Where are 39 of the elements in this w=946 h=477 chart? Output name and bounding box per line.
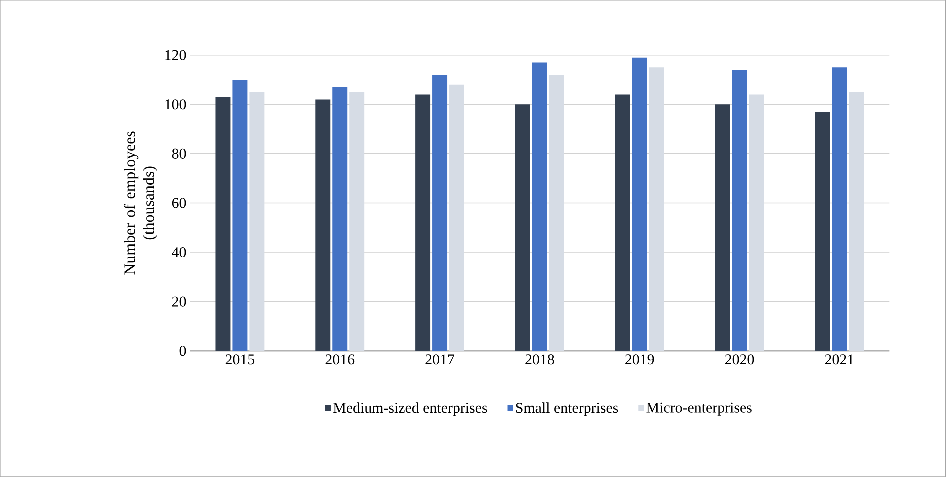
x-tick-label: 2019: [626, 354, 654, 364]
x-tick-label: 2018: [526, 354, 554, 364]
bar: [450, 84, 464, 351]
y-tick-label: 100: [166, 99, 186, 110]
bar: [416, 94, 431, 351]
y-tick-label: 80: [172, 148, 186, 159]
bar: [216, 97, 231, 351]
legend-label: Medium-sized enterprises: [334, 402, 488, 416]
y-tick-label: 20: [172, 296, 186, 307]
bar: [749, 94, 764, 351]
bar: [715, 104, 730, 351]
bar: [615, 94, 630, 351]
bar: [316, 100, 331, 351]
legend-label: Small enterprises: [516, 402, 618, 416]
bar: [532, 62, 548, 351]
bar: [649, 67, 664, 351]
bar: [250, 92, 265, 351]
bar: [815, 112, 830, 351]
bar: [549, 74, 564, 351]
x-tick-label: 2020: [725, 354, 754, 364]
bar: [849, 92, 864, 351]
bar: [232, 80, 248, 351]
x-tick-label: 2015: [226, 354, 255, 364]
bar: [515, 104, 530, 351]
bar: [350, 92, 365, 351]
y-tick-label: 40: [172, 247, 186, 258]
x-tick-label: 2016: [326, 354, 355, 364]
y-tick-label: 0: [180, 346, 186, 356]
bar: [832, 67, 848, 351]
bar: [632, 58, 648, 351]
legend-label: Micro-enterprises: [646, 402, 752, 416]
y-tick-label: 120: [166, 50, 186, 60]
bar: [432, 74, 448, 351]
y-axis-title: Number of employees (thousands): [124, 132, 158, 275]
y-tick-label: 60: [172, 198, 186, 208]
x-tick-label: 2017: [426, 354, 455, 364]
bar: [332, 87, 348, 351]
x-tick-label: 2021: [825, 354, 854, 364]
bar: [732, 70, 748, 351]
